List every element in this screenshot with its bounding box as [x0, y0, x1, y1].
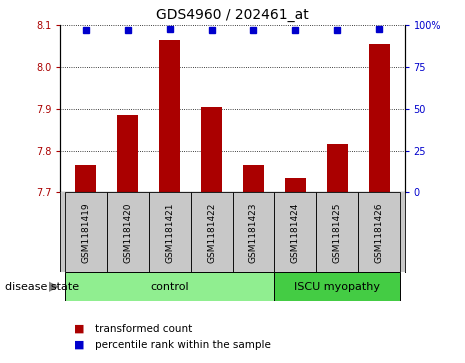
Bar: [232, 192, 274, 272]
Text: GSM1181421: GSM1181421: [165, 202, 174, 262]
Bar: [149, 192, 191, 272]
Bar: [65, 192, 106, 272]
Bar: [65, 272, 274, 301]
Text: ISCU myopathy: ISCU myopathy: [294, 282, 380, 292]
Text: GSM1181422: GSM1181422: [207, 202, 216, 262]
Text: percentile rank within the sample: percentile rank within the sample: [95, 340, 271, 350]
Text: control: control: [150, 282, 189, 292]
Text: GSM1181424: GSM1181424: [291, 202, 300, 262]
Bar: [285, 178, 306, 192]
Bar: [274, 272, 400, 301]
Text: GSM1181423: GSM1181423: [249, 202, 258, 262]
Bar: [75, 165, 96, 192]
Bar: [327, 144, 348, 192]
Bar: [274, 192, 316, 272]
Bar: [117, 115, 138, 192]
Bar: [201, 107, 222, 192]
Bar: [191, 192, 232, 272]
Text: GSM1181425: GSM1181425: [333, 202, 342, 262]
Polygon shape: [49, 282, 59, 292]
Text: transformed count: transformed count: [95, 323, 193, 334]
Text: disease state: disease state: [5, 282, 79, 292]
Bar: [369, 44, 390, 192]
Text: GSM1181419: GSM1181419: [81, 202, 90, 263]
Bar: [316, 192, 359, 272]
Title: GDS4960 / 202461_at: GDS4960 / 202461_at: [156, 8, 309, 22]
Bar: [159, 40, 180, 192]
Bar: [243, 165, 264, 192]
Text: GSM1181420: GSM1181420: [123, 202, 132, 262]
Text: ■: ■: [74, 340, 85, 350]
Bar: [106, 192, 149, 272]
Text: ■: ■: [74, 323, 85, 334]
Bar: [359, 192, 400, 272]
Text: GSM1181426: GSM1181426: [375, 202, 384, 262]
